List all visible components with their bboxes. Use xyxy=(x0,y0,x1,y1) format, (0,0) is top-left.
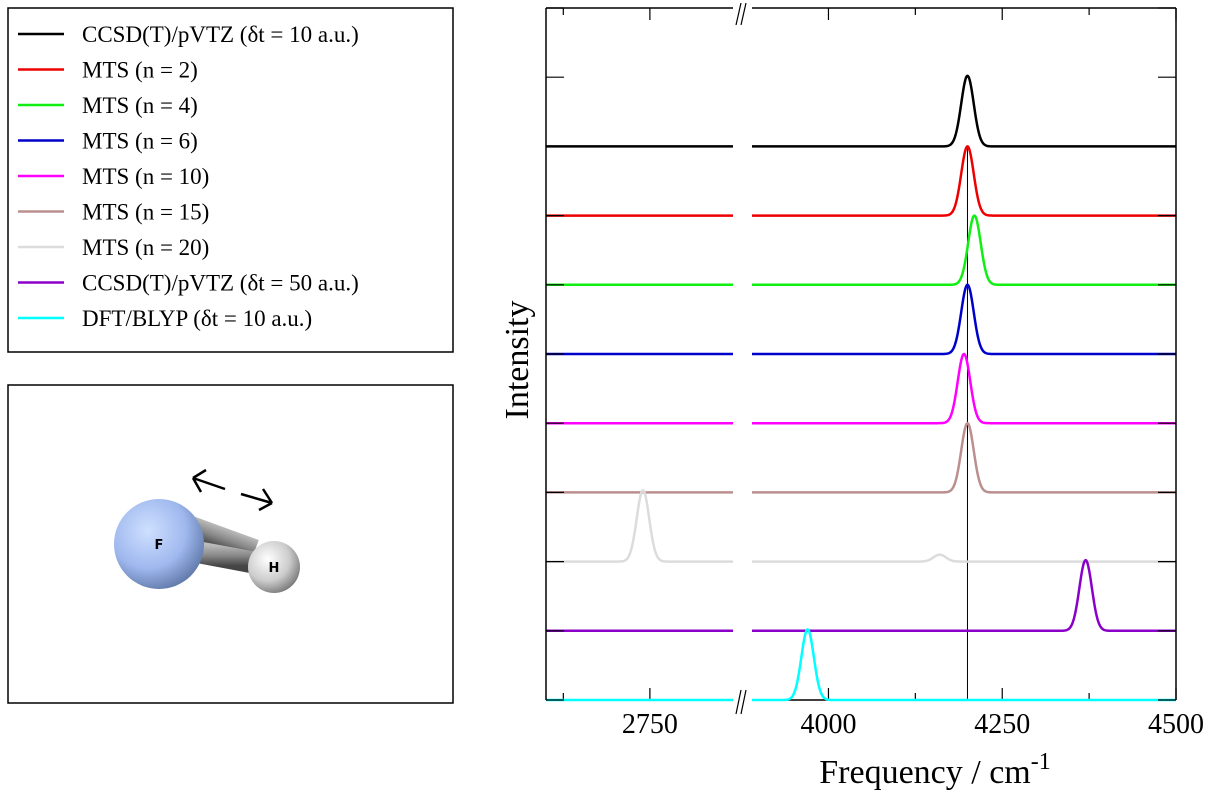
spectrum-line xyxy=(752,553,1176,563)
spectrum-line xyxy=(546,488,733,563)
legend-label: MTS (n = 10) xyxy=(82,164,209,189)
legend-label: CCSD(T)/pVTZ (δt = 10 a.u.) xyxy=(82,22,359,47)
legend-label: MTS (n = 2) xyxy=(82,58,198,83)
x-axis-label-text: Frequency / cm xyxy=(819,754,1031,791)
molecule: F H xyxy=(114,468,300,593)
spectrum-line xyxy=(752,352,1176,425)
axis-break xyxy=(735,2,747,715)
legend-label: MTS (n = 4) xyxy=(82,93,198,118)
spectrum-line xyxy=(752,145,1176,217)
spectrum-line xyxy=(752,74,1176,148)
legend-label: MTS (n = 20) xyxy=(82,235,209,260)
x-axis-label-sup: -1 xyxy=(1031,749,1051,775)
spectrum-line xyxy=(752,214,1176,287)
legend-label: MTS (n = 6) xyxy=(82,129,198,154)
atom-label: H xyxy=(269,561,280,576)
atom-f xyxy=(114,499,204,589)
legend-label: MTS (n = 15) xyxy=(82,200,209,225)
spectrum-line xyxy=(752,558,1176,633)
atom-h xyxy=(248,541,300,593)
x-tick-label: 4500 xyxy=(1148,709,1204,740)
legend-box xyxy=(7,7,454,353)
plot-area: 2750 4000 4250 4500 xyxy=(545,7,1204,740)
spectrum-line xyxy=(752,283,1176,356)
legend: CCSD(T)/pVTZ (δt = 10 a.u.) MTS (n = 2) MT… xyxy=(18,22,359,331)
legend-label: DFT/BLYP (δt = 10 a.u.) xyxy=(82,306,312,331)
x-tick-label: 4000 xyxy=(800,709,856,740)
atom-label: F xyxy=(155,538,164,553)
spectrum-line xyxy=(752,628,1176,702)
vibration-arrows xyxy=(191,468,274,512)
legend-label: CCSD(T)/pVTZ (δt = 50 a.u.) xyxy=(82,271,359,296)
spectrum-line xyxy=(752,421,1176,494)
x-axis-label: Frequency / cm-1 xyxy=(819,749,1051,791)
y-axis-label: Intensity xyxy=(499,301,536,420)
x-tick-label: 2750 xyxy=(622,709,678,740)
x-tick-label: 4250 xyxy=(974,709,1030,740)
